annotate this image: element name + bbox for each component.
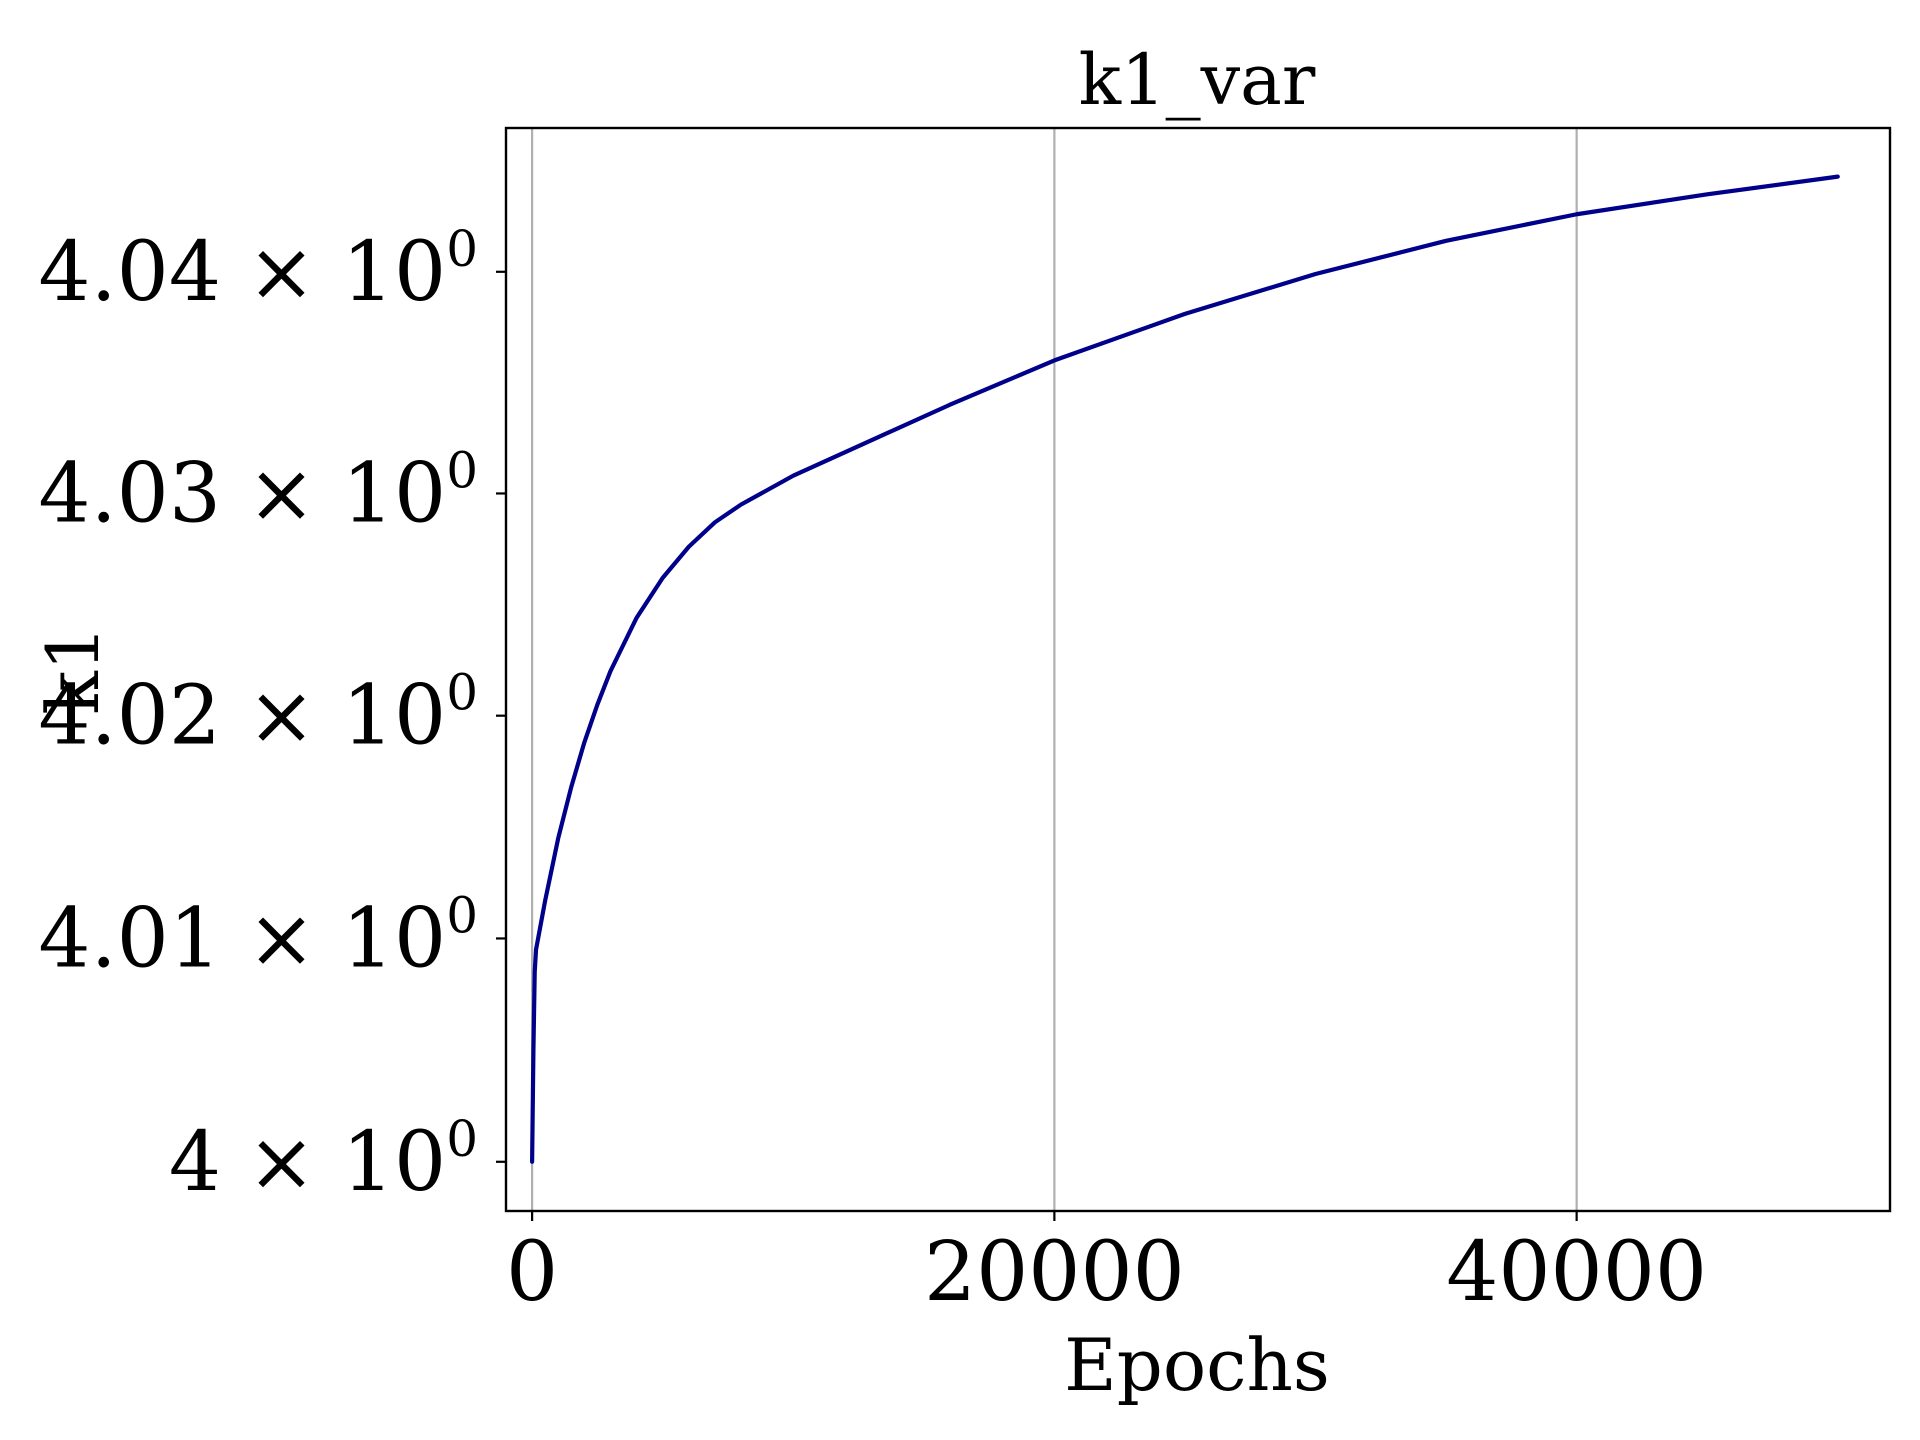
x-tick-label: 20000 [924, 1225, 1185, 1320]
x-tick-label: 0 [506, 1225, 558, 1320]
y-tick-mantissa: 4.04 × 10 [38, 225, 446, 320]
series-line [530, 174, 1840, 1164]
y-tick-exponent: 0 [446, 441, 478, 499]
y-tick-exponent: 0 [446, 886, 478, 944]
y-tick-label: 4.04 × 100 [38, 220, 478, 320]
x-tick-label: 40000 [1446, 1225, 1707, 1320]
y-tick-exponent: 0 [446, 664, 478, 722]
y-tick-mantissa: 4.01 × 10 [38, 891, 446, 986]
x-axis-ticks: 0 20000 40000 [506, 1211, 1707, 1320]
y-tick-exponent: 0 [446, 220, 478, 278]
y-tick-mantissa: 4.03 × 10 [38, 446, 446, 541]
y-tick-exponent: 0 [446, 1110, 478, 1168]
y-tick-mantissa: 4 × 10 [169, 1115, 446, 1210]
y-tick-label: 4 × 100 [169, 1110, 478, 1210]
plot-frame [504, 126, 1892, 1213]
y-axis-label: k1 [31, 625, 115, 714]
y-tick-label: 4.03 × 100 [38, 441, 478, 541]
x-axis-label: Epochs [1064, 1323, 1330, 1407]
y-tick-label: 4.02 × 100 [38, 664, 478, 764]
y-tick-mantissa: 4.02 × 10 [38, 669, 446, 764]
y-tick-label: 4.01 × 100 [38, 886, 478, 986]
chart-title: k1_var [1079, 39, 1316, 121]
